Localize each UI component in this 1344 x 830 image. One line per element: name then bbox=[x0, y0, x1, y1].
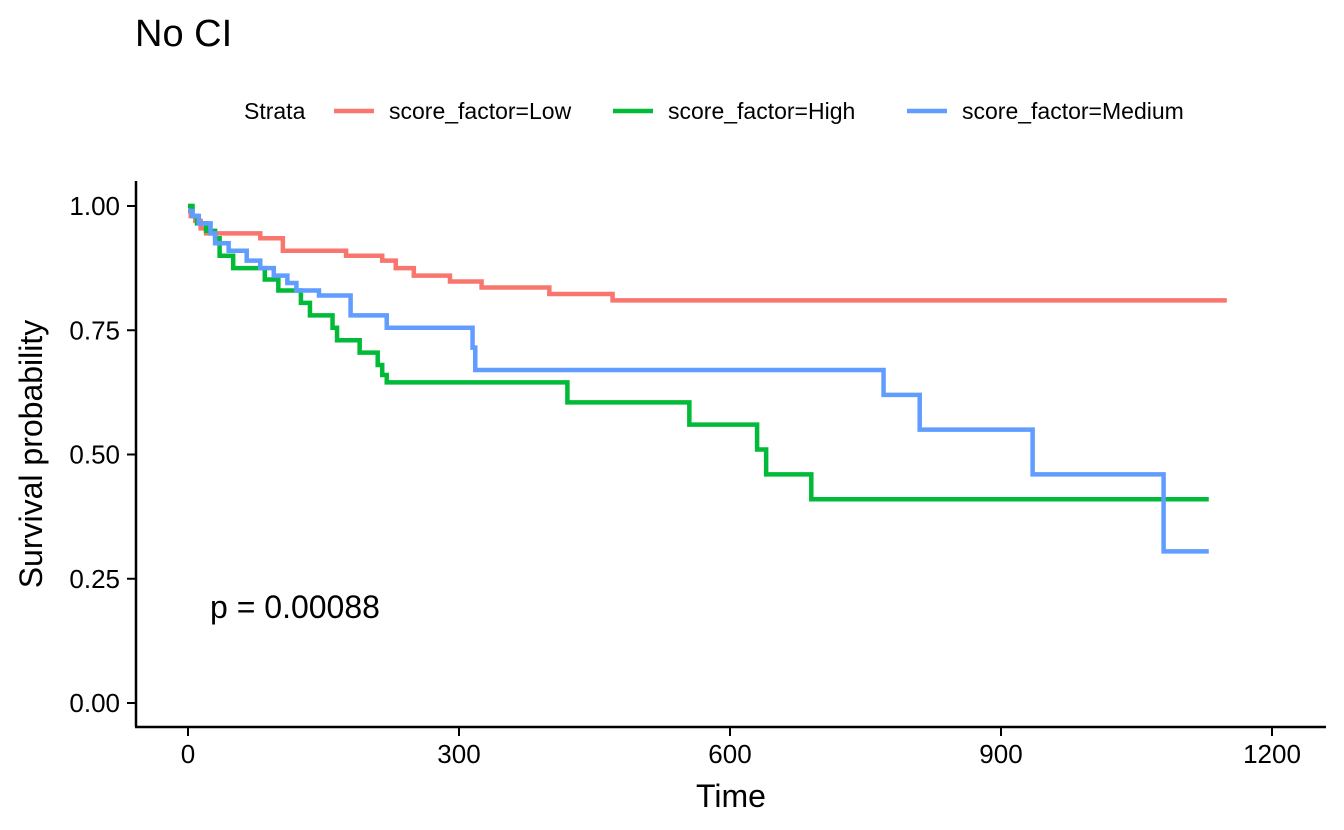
legend-label: score_factor=High bbox=[668, 98, 855, 124]
series-layer bbox=[188, 203, 1227, 554]
y-tick-label: 0.75 bbox=[69, 315, 120, 345]
series-line-low bbox=[188, 203, 1227, 303]
legend-label: score_factor=Low bbox=[389, 98, 572, 124]
legend-title: Strata bbox=[244, 98, 306, 124]
p-value-annotation: p = 0.00088 bbox=[210, 589, 380, 625]
y-axis-title: Survival probability bbox=[13, 320, 49, 589]
plot-area: 0.00 0.25 0.50 0.75 1.00 0 300 600 900 1200 p = … bbox=[69, 181, 1326, 769]
x-axis-title: Time bbox=[696, 778, 766, 814]
y-tick-label: 0.00 bbox=[69, 688, 120, 718]
x-tick-label: 1200 bbox=[1243, 739, 1301, 769]
x-tick-label: 600 bbox=[708, 739, 751, 769]
legend: Strata score_factor=Low score_factor=High… bbox=[244, 98, 1184, 124]
x-tick-label: 0 bbox=[181, 739, 195, 769]
y-axis-ticks: 0.00 0.25 0.50 0.75 1.00 bbox=[69, 191, 136, 718]
x-tick-label: 900 bbox=[979, 739, 1022, 769]
x-tick-label: 300 bbox=[437, 739, 480, 769]
series-line-medium bbox=[188, 208, 1209, 554]
x-axis-ticks: 0 300 600 900 1200 bbox=[181, 727, 1301, 769]
y-tick-label: 0.50 bbox=[69, 440, 120, 470]
y-tick-label: 0.25 bbox=[69, 564, 120, 594]
chart-title: No CI bbox=[135, 13, 232, 55]
legend-label: score_factor=Medium bbox=[962, 98, 1184, 124]
y-tick-label: 1.00 bbox=[69, 191, 120, 221]
